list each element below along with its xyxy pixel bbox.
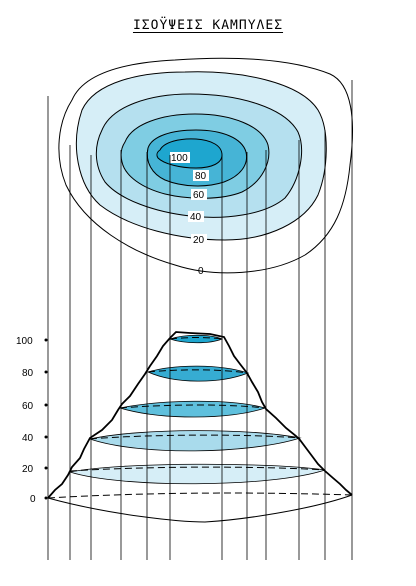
tick-mark-20 [44,466,48,470]
dashed-edge-20 [69,466,326,472]
contour-0 [58,57,354,274]
dashed-edges [47,337,353,499]
contour-label-0: 0 [198,266,204,277]
contour-label-60: 60 [193,190,205,201]
contour-label-40: 40 [190,212,202,223]
tick-mark-100 [44,338,48,342]
tick-label-80: 80 [22,368,34,379]
label-bg-40 [188,211,204,222]
tick-mark-0 [44,496,48,500]
contour-label-20: 20 [193,235,205,246]
y-axis-ticks [44,338,48,500]
label-bg-80 [193,170,209,181]
base-outline [47,494,353,523]
label-bg-60 [191,189,207,200]
contour-map: 100 80 60 40 20 0 [58,57,354,277]
profile-silhouette [47,331,353,499]
dashed-edge-60 [119,404,266,409]
dashed-edge-80 [147,369,249,374]
tick-label-40: 40 [22,433,34,444]
dashed-edge-0 [47,492,353,499]
profile-view: 100 80 60 40 20 0 [16,331,353,523]
tick-mark-60 [44,403,48,407]
label-bg-20 [191,234,207,245]
tick-mark-40 [44,435,48,439]
plane-100 [168,334,224,344]
dashed-edge-100 [169,337,223,340]
tick-label-0: 0 [30,494,36,505]
contour-label-80: 80 [195,171,207,182]
diagram-title: ΙΣΟΫΨΕΙΣ ΚΑΜΠΥΛΕΣ [132,18,284,33]
tick-mark-80 [44,370,48,374]
tick-label-100: 100 [16,336,33,347]
tick-label-20: 20 [22,464,34,475]
tick-label-60: 60 [22,401,34,412]
plane-40 [88,430,302,452]
plane-80 [146,365,250,382]
contour-label-100: 100 [171,153,188,164]
label-bg-100 [170,152,190,163]
plane-60 [119,400,267,418]
projection-lines [47,80,353,560]
dashed-edge-40 [89,434,301,440]
